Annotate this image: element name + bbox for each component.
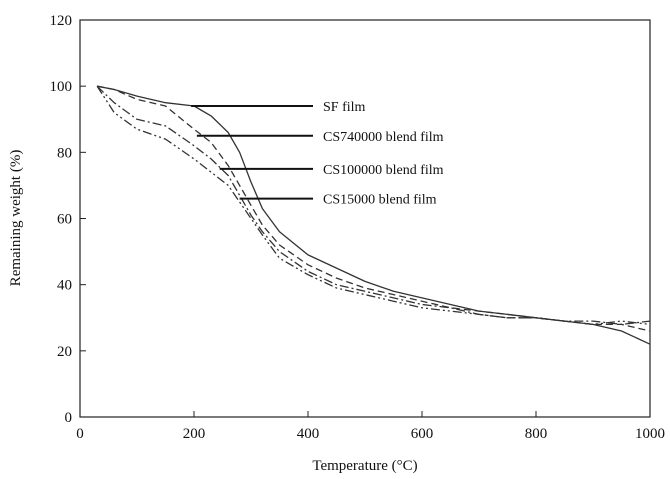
- legend-label: SF film: [323, 100, 366, 115]
- y-tick-label: 100: [50, 79, 73, 95]
- y-axis-title: Remaining weight (%): [8, 150, 24, 287]
- x-tick-label: 800: [525, 426, 548, 442]
- x-tick-label: 600: [411, 426, 434, 442]
- legend-annotations: SF film CS740000 blend film CS100000 blend…: [191, 100, 444, 208]
- legend-label: CS740000 blend film: [323, 130, 444, 145]
- y-tick-label: 0: [65, 410, 73, 426]
- y-tick-label: 40: [57, 278, 72, 294]
- legend-label: CS15000 blend film: [323, 193, 437, 208]
- series-line-2: [96, 85, 651, 332]
- x-tick-label: 200: [183, 426, 206, 442]
- y-tick-label: 120: [50, 13, 73, 29]
- x-axis-ticks: 0 200 400 600 800 1000: [76, 411, 665, 442]
- legend-label: CS100000 blend film: [323, 163, 444, 178]
- plot-frame: [79, 19, 651, 418]
- series-line-1: [96, 85, 651, 345]
- y-tick-label: 60: [57, 212, 72, 228]
- y-axis-ticks: 0 20 40 60 80 100 120: [50, 13, 86, 426]
- series-layer: [96, 85, 651, 345]
- series-line-4: [96, 85, 651, 326]
- x-axis-title: Temperature (°C): [312, 458, 417, 474]
- y-tick-label: 80: [57, 145, 72, 161]
- y-tick-label: 20: [57, 344, 72, 360]
- x-tick-label: 1000: [635, 426, 665, 442]
- x-tick-label: 400: [297, 426, 320, 442]
- x-tick-label: 0: [76, 426, 84, 442]
